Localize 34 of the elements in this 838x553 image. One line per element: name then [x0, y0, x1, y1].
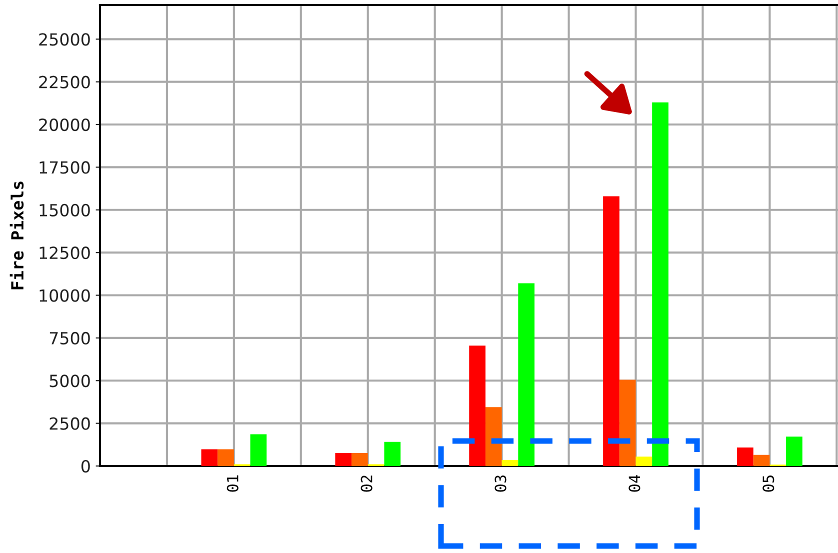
y-tick-label: 2500	[50, 417, 90, 430]
y-tick-label: 5000	[50, 374, 90, 388]
bar	[502, 460, 518, 466]
y-tick-label: 17500	[40, 161, 90, 174]
bar	[786, 436, 802, 466]
bar	[469, 346, 486, 466]
y-tick-label: 15000	[40, 204, 90, 216]
bar	[250, 434, 267, 466]
bar	[619, 380, 636, 466]
bar	[218, 449, 234, 466]
bar	[753, 454, 770, 466]
bar	[636, 456, 652, 466]
bar	[603, 196, 620, 466]
y-tick-label: 25000	[39, 33, 90, 46]
y-tick-label: 12500	[40, 246, 90, 260]
x-tick-label: 01	[226, 475, 238, 492]
x-tick-label: 05	[762, 476, 774, 492]
y-tick-label: 0	[81, 460, 90, 473]
bar	[352, 453, 368, 466]
y-axis-title: Fire Pixels	[10, 182, 24, 290]
bar	[737, 448, 754, 466]
bar	[518, 283, 534, 466]
x-tick-label: 03	[494, 475, 506, 492]
bar	[335, 453, 352, 466]
bar	[201, 449, 218, 466]
y-tick-label: 22500	[39, 76, 90, 88]
x-tick-label: 02	[360, 476, 372, 492]
bar	[485, 407, 502, 466]
y-tick-label: 7500	[50, 332, 90, 345]
y-tick-label: 10000	[40, 289, 90, 302]
y-tick-label: 20000	[39, 118, 90, 132]
bar	[652, 102, 668, 466]
bar	[384, 442, 401, 466]
x-tick-label: 04	[628, 475, 640, 492]
